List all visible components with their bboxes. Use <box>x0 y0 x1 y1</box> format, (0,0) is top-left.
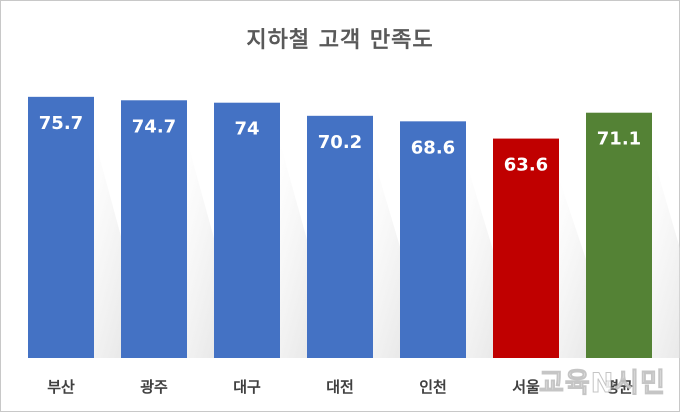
data-label: 74.7 <box>132 116 176 137</box>
category-label: 인천 <box>419 378 447 396</box>
bar-부산 <box>28 96 94 359</box>
bar-서울 <box>493 138 559 358</box>
category-label: 대전 <box>326 378 354 396</box>
bar-광주 <box>121 100 187 358</box>
data-label: 63.6 <box>504 155 548 176</box>
data-label: 75.7 <box>39 113 83 134</box>
data-label: 74 <box>234 119 259 140</box>
chart-title: 지하철 고객 만족도 <box>246 28 434 53</box>
category-label: 광주 <box>140 378 168 396</box>
category-label: 서울 <box>512 378 540 396</box>
watermark-text: 교육N시민 <box>539 368 666 400</box>
data-label: 68.6 <box>411 137 455 158</box>
bar-대구 <box>214 102 280 358</box>
bar-shadow <box>652 152 680 358</box>
category-label: 부산 <box>47 378 75 396</box>
bar-인천 <box>400 121 466 358</box>
category-label: 대구 <box>233 378 261 396</box>
bar-대전 <box>307 115 373 358</box>
data-label: 71.1 <box>597 129 641 150</box>
data-label: 70.2 <box>318 132 362 153</box>
category-label: 평균 <box>605 378 633 396</box>
bar-평균 <box>586 112 652 358</box>
